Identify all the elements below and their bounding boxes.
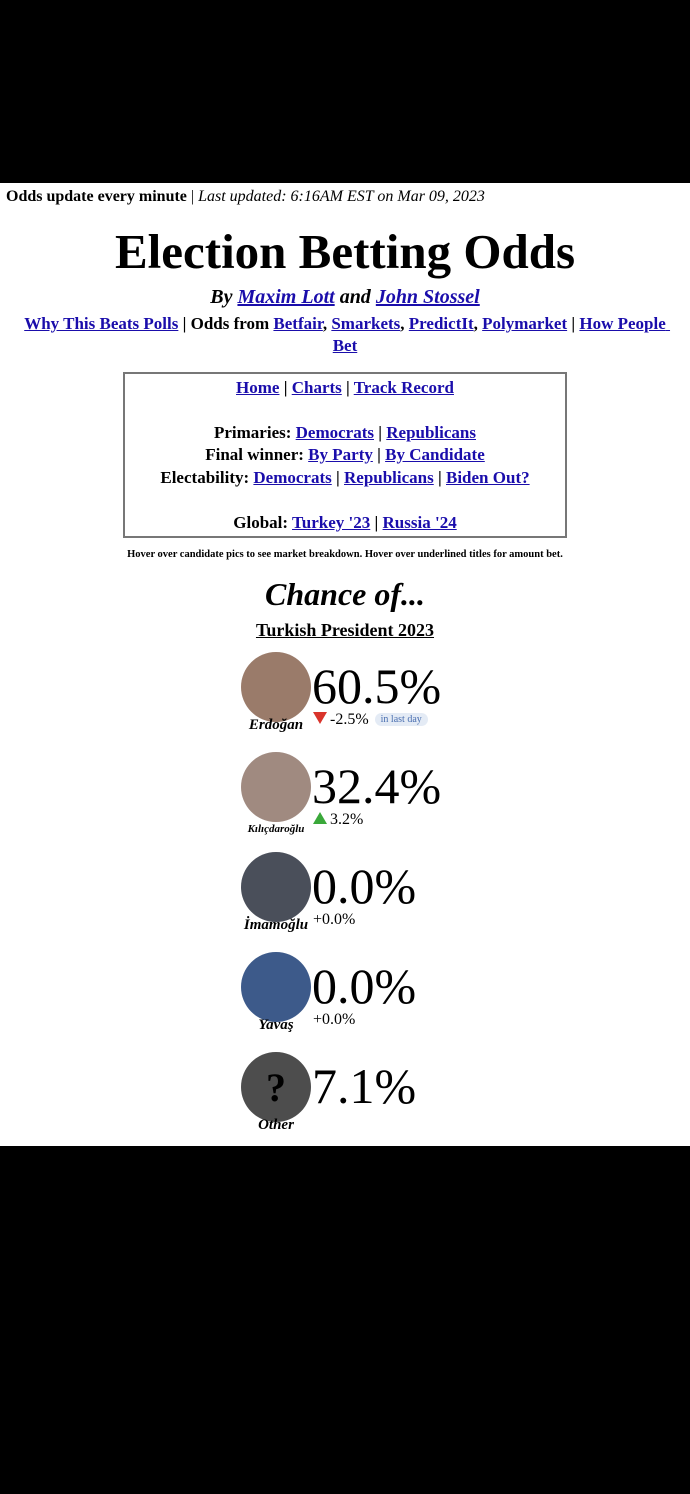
- candidate-name: İmamoğlu: [243, 917, 309, 933]
- nav-row: Home | Charts | Track Record: [125, 378, 565, 398]
- change-row: +0.0%: [313, 1011, 355, 1029]
- text: |: [567, 314, 580, 333]
- text: ,: [400, 314, 409, 333]
- text: |: [331, 468, 344, 487]
- change-row: 3.2%: [313, 811, 363, 829]
- candidate-photo[interactable]: [241, 652, 311, 722]
- text: |: [370, 513, 383, 532]
- text: |: [433, 468, 446, 487]
- text: | Odds from: [178, 314, 274, 333]
- text: Electability:: [160, 468, 254, 487]
- link[interactable]: By Party: [308, 445, 373, 464]
- text: |: [372, 445, 386, 464]
- candidate-photo[interactable]: [241, 852, 311, 922]
- link[interactable]: Charts: [291, 378, 342, 397]
- candidate-photo[interactable]: [241, 752, 311, 822]
- link[interactable]: Track Record: [353, 378, 454, 397]
- nav-row: Primaries: Democrats | Republicans: [125, 423, 565, 443]
- link[interactable]: Maxim Lott: [237, 286, 335, 308]
- text: |: [186, 188, 199, 205]
- link[interactable]: PredictIt: [408, 314, 474, 333]
- nav-box: Home | Charts | Track Record Primaries: D…: [123, 372, 567, 538]
- chance: 32.4%: [312, 758, 442, 814]
- page: Odds update every minute | Last updated:…: [0, 183, 690, 1146]
- link[interactable]: Turkey '23: [292, 513, 371, 532]
- byline: By Maxim Lott and John Stossel: [0, 286, 690, 309]
- link[interactable]: Home: [236, 378, 280, 397]
- candidate-name: Kılıçdaroğlu: [247, 823, 305, 835]
- chance: 60.5%: [312, 658, 442, 714]
- text: |: [374, 423, 387, 442]
- title: Election Betting Odds: [114, 224, 576, 279]
- text: ,: [322, 314, 332, 333]
- link[interactable]: John Stossel: [375, 286, 480, 308]
- change-row: +0.0%: [313, 911, 355, 929]
- text: By: [210, 286, 238, 308]
- link[interactable]: Democrats: [295, 423, 374, 442]
- text: and: [334, 286, 376, 308]
- chance: 0.0%: [312, 858, 417, 914]
- change-row: -2.5% in last day: [313, 711, 428, 729]
- link[interactable]: How People Bet: [332, 314, 671, 355]
- link[interactable]: Russia '24: [382, 513, 457, 532]
- top-bar: Odds update every minute | Last updated:…: [6, 188, 485, 206]
- text: Last updated: 6:16AM EST on Mar 09, 2023: [198, 188, 485, 205]
- text: Final winner:: [205, 445, 309, 464]
- chance: 7.1%: [312, 1058, 417, 1114]
- link[interactable]: Republicans: [386, 423, 476, 442]
- text: ,: [473, 314, 483, 333]
- link[interactable]: By Candidate: [385, 445, 485, 464]
- link[interactable]: Biden Out?: [446, 468, 530, 487]
- text: |: [279, 378, 292, 397]
- market-title[interactable]: Turkish President 2023: [255, 620, 435, 640]
- link[interactable]: Betfair: [273, 314, 323, 333]
- candidate-photo[interactable]: ?: [241, 1052, 311, 1122]
- section-heading: Chance of...: [265, 576, 425, 612]
- link[interactable]: Why This Beats Polls: [24, 314, 179, 333]
- change: +0.0%: [313, 1011, 356, 1028]
- period-selector[interactable]: in last day: [374, 713, 428, 726]
- link[interactable]: Smarkets: [331, 314, 401, 333]
- text: |: [341, 378, 354, 397]
- text: Odds update every minute: [6, 188, 187, 205]
- nav-row: Final winner: By Party | By Candidate: [125, 445, 565, 465]
- link[interactable]: Polymarket: [482, 314, 568, 333]
- candidate-name: Other: [258, 1117, 294, 1133]
- candidate-photo[interactable]: [241, 952, 311, 1022]
- change: +0.0%: [313, 911, 356, 928]
- trend-arrow: [313, 712, 327, 724]
- text: Primaries:: [213, 423, 296, 442]
- link[interactable]: Democrats: [253, 468, 332, 487]
- candidate-name: Erdoğan: [248, 717, 304, 733]
- chance: 0.0%: [312, 958, 417, 1014]
- nav-row: Global: Turkey '23 | Russia '24: [125, 513, 565, 533]
- hover-note: Hover over candidate pics to see market …: [127, 549, 563, 560]
- change: 3.2%: [330, 811, 364, 828]
- text: Global:: [233, 513, 293, 532]
- trend-arrow: [313, 812, 327, 824]
- change: -2.5%: [330, 711, 369, 728]
- candidate-name: Yavaş: [258, 1017, 294, 1033]
- sources: Why This Beats Polls | Odds from Betfair…: [20, 313, 670, 357]
- link[interactable]: Republicans: [344, 468, 434, 487]
- nav-row: Electability: Democrats | Republicans | …: [125, 468, 565, 488]
